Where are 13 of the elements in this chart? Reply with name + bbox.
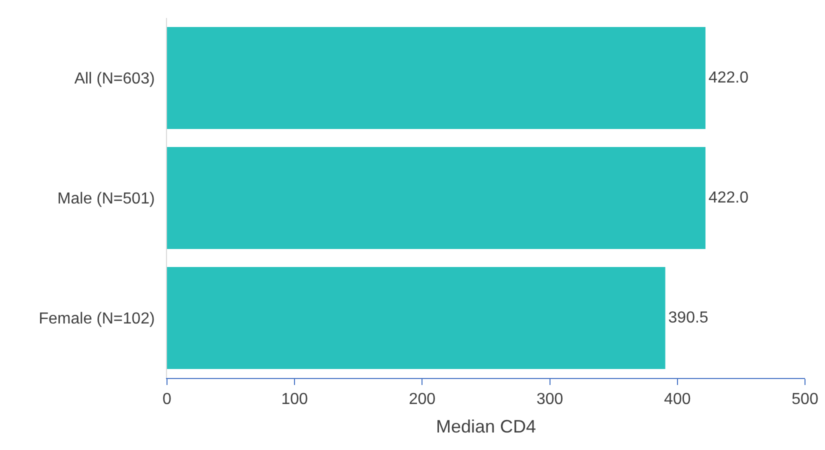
- x-tick-label: 200: [408, 391, 436, 408]
- x-tick-label: 0: [162, 391, 172, 408]
- data-label: 422.0: [708, 190, 749, 206]
- data-label: 422.0: [708, 70, 749, 86]
- x-tick-label: 300: [536, 391, 564, 408]
- x-axis-title: Median CD4: [436, 416, 536, 436]
- y-tick-label: All (N=603): [74, 70, 155, 88]
- y-tick-label: Female (N=102): [38, 310, 155, 328]
- data-label: 390.5: [668, 310, 708, 326]
- y-tick-label: Male (N=501): [57, 190, 155, 208]
- x-tick-label: 100: [281, 391, 308, 408]
- x-tick-label: 500: [792, 391, 818, 408]
- x-tick-label: 400: [664, 391, 691, 408]
